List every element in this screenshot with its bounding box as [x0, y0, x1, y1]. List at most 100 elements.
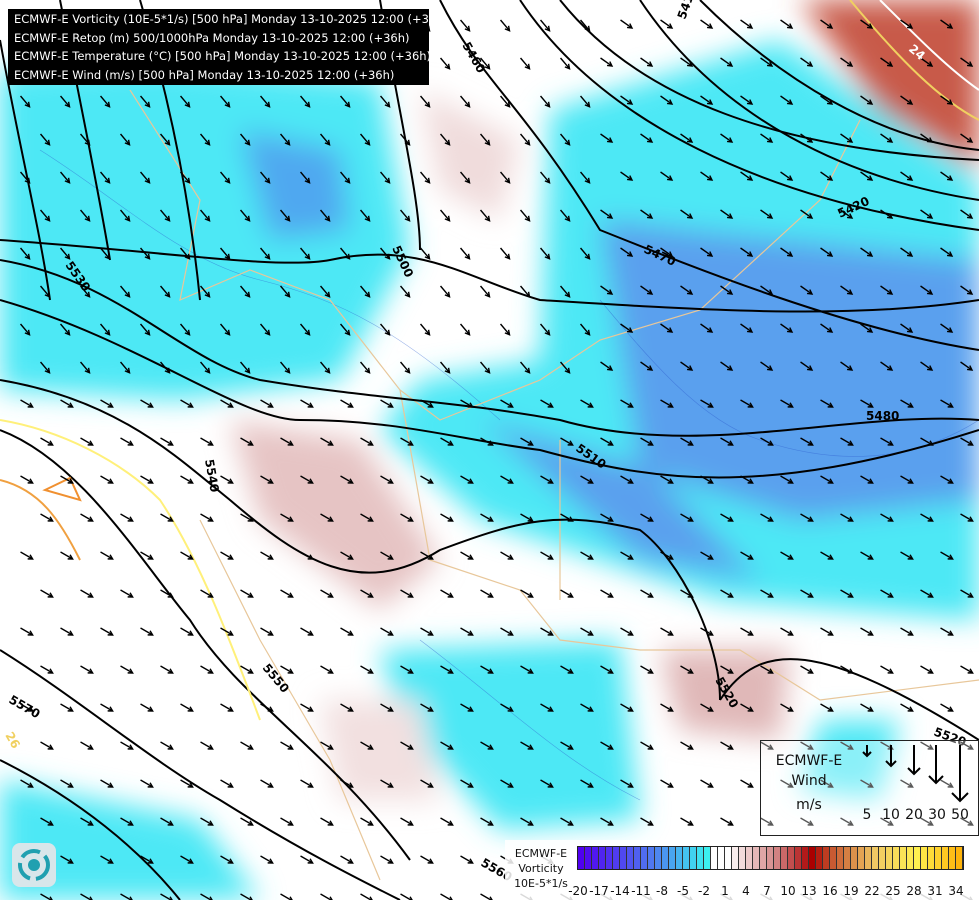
wind-arrow-icon: [139, 95, 151, 108]
wind-arrow-icon: [640, 817, 654, 826]
wind-arrow-icon: [99, 95, 111, 108]
wind-arrow-icon: [900, 399, 914, 408]
wind-arrow-icon: [800, 513, 814, 522]
wind-arrow-icon: [740, 399, 754, 408]
wind-arrow-icon: [680, 665, 694, 674]
wind-arrow-icon: [160, 817, 174, 826]
wind-arrow-icon: [159, 285, 171, 298]
wind-arrow-icon: [520, 513, 534, 522]
wind-arrow-icon: [80, 589, 94, 598]
wind-arrow-icon: [340, 627, 354, 636]
wind-arrow-icon: [800, 209, 814, 219]
wind-arrow-icon: [780, 323, 794, 333]
wind-arrow-icon: [920, 665, 934, 674]
wind-arrow-icon: [560, 513, 574, 522]
wind-arrow-icon: [420, 399, 434, 408]
colorbar-swatch: [858, 847, 865, 869]
wind-arrow-icon: [280, 513, 294, 522]
colorbar-swatch: [872, 847, 879, 869]
wind-arrow-icon: [239, 209, 251, 222]
wind-arrow-icon: [960, 513, 974, 522]
wind-arrow-icon: [79, 285, 91, 298]
colorbar-swatch: [823, 847, 830, 869]
colorbar-swatch: [774, 847, 781, 869]
wind-arrow-icon: [660, 475, 674, 484]
wind-arrow-icon: [200, 513, 214, 522]
wind-arrow-icon: [800, 665, 814, 674]
wind-arrow-icon: [620, 171, 634, 181]
wind-arrow-icon: [420, 779, 434, 788]
wind-arrow-icon: [420, 627, 434, 636]
wind-arrow-icon: [740, 95, 754, 105]
wind-arrow-icon: [420, 475, 434, 484]
colorbar-swatch: [802, 847, 809, 869]
wind-arrow-icon: [840, 817, 854, 826]
wind-arrow-icon: [600, 513, 614, 522]
wind-arrow-icon: [440, 513, 454, 522]
wind-arrow-icon: [360, 817, 374, 826]
wind-arrow-icon: [780, 475, 794, 484]
wind-arrow-icon: [80, 741, 94, 750]
wind-arrow-icon: [259, 323, 271, 336]
wind-arrow-icon: [900, 19, 914, 29]
wind-arrow-icon: [940, 627, 954, 636]
wind-arrow-icon: [680, 437, 694, 446]
colorbar-tick: 10: [780, 884, 796, 898]
wind-arrow-icon: [500, 399, 514, 408]
wind-arrow-icon: [920, 361, 934, 371]
wind-arrow-icon: [500, 779, 514, 788]
wind-arrow-icon: [179, 247, 191, 260]
wind-arrow-icon: [519, 57, 531, 70]
wind-arrow-icon: [120, 741, 134, 750]
colorbar-swatch: [760, 847, 767, 869]
wind-arrow-icon: [180, 703, 194, 712]
colorbar-tick: -11: [631, 884, 651, 898]
wind-arrow-icon: [600, 209, 614, 219]
wind-arrow-icon: [920, 817, 934, 826]
colorbar-swatch: [655, 847, 662, 869]
wind-arrow-icon: [860, 627, 874, 636]
wind-arrow-icon: [139, 323, 151, 336]
wind-arrow-icon: [219, 171, 231, 184]
wind-arrow-icon: [680, 285, 694, 295]
colorbar-swatch: [949, 847, 956, 869]
wind-arrow-icon: [600, 361, 614, 371]
wind-arrow-icon: [579, 95, 591, 108]
wind-arrow-icon: [400, 665, 414, 674]
wind-arrow-icon: [119, 209, 131, 222]
wind-arrow-icon: [560, 741, 574, 750]
wind-arrow-icon: [260, 399, 274, 408]
wind-arrow-icon: [99, 323, 111, 336]
wind-arrow-icon: [960, 817, 974, 826]
wind-arrow-icon: [520, 665, 534, 674]
wind-arrow-icon: [900, 95, 914, 105]
colorbar-swatch: [606, 847, 613, 869]
wind-arrow-icon: [140, 399, 154, 408]
wind-arrow-icon: [40, 741, 54, 750]
wind-arrow-icon: [120, 589, 134, 598]
wind-arrow-icon: [139, 171, 151, 184]
wind-arrow-icon: [920, 285, 934, 295]
wind-arrow-icon: [380, 855, 394, 864]
wind-arrow-icon: [379, 323, 391, 336]
wind-arrow-icon: [440, 893, 453, 900]
wind-arrow-icon: [100, 475, 114, 484]
wind-arrow-icon: [59, 323, 71, 336]
wind-arrow-icon: [200, 741, 214, 750]
wind-arrow-icon: [900, 247, 914, 257]
colorbar-swatch: [956, 847, 963, 869]
wind-arrow-icon: [700, 703, 714, 712]
wind-arrow-icon: [79, 209, 91, 222]
wind-arrow-icon: [580, 475, 594, 484]
wind-arrow-icon: [680, 133, 694, 143]
wind-arrow-icon: [420, 551, 434, 560]
wind-arrow-icon: [60, 779, 74, 788]
wind-arrow-icon: [520, 817, 534, 826]
wind-arrow-icon: [360, 437, 374, 446]
colorbar-swatch: [830, 847, 837, 869]
wind-arrow-icon: [740, 323, 754, 333]
wind-arrow-icon: [860, 551, 874, 560]
wind-arrow-icon: [600, 437, 614, 446]
wind-arrow-icon: [499, 247, 511, 260]
